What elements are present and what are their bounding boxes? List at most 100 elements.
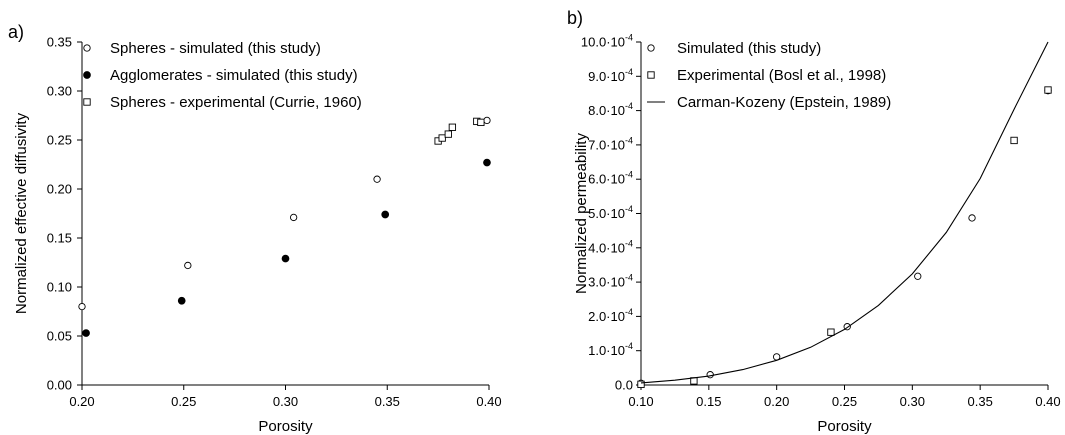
y-tick-mantissa: 5.0·10: [588, 206, 625, 221]
y-tick-mantissa: 10.0·10: [581, 35, 625, 50]
series-0: [78, 116, 491, 311]
data-point: [177, 296, 186, 305]
y-tick-label: 0.30: [47, 84, 72, 99]
panel-label: b): [567, 8, 583, 28]
y-tick-label: 0.25: [47, 133, 72, 148]
y-tick-exponent: -4: [625, 341, 633, 351]
y-tick-mantissa: 7.0·10: [588, 137, 625, 152]
data-point: [827, 328, 835, 336]
data-point: [184, 261, 192, 270]
x-axis-title: Porosity: [817, 418, 872, 435]
y-tick-label: 0.35: [47, 35, 72, 50]
y-tick-label: 0.20: [47, 182, 72, 197]
y-tick-label: 0.10: [47, 280, 72, 295]
y-tick-label: 0.15: [47, 231, 72, 246]
data-point: [381, 210, 390, 219]
x-tick-label: 0.10: [628, 394, 653, 409]
x-tick-label: 0.30: [273, 394, 298, 409]
legend-entry: Agglomerates - simulated (this study): [83, 67, 358, 84]
x-tick-label: 0.30: [900, 394, 925, 409]
series-1: [82, 158, 491, 337]
y-tick-mantissa: 9.0·10: [588, 69, 625, 84]
y-tick-mantissa: 0.0: [615, 378, 633, 393]
legend-label: Experimental (Bosl et al., 1998): [677, 67, 886, 84]
data-point: [1044, 86, 1052, 94]
legend-label: Spheres - experimental (Currie, 1960): [110, 94, 362, 111]
data-point: [82, 329, 90, 337]
y-tick-exponent: -4: [625, 33, 633, 43]
y-tick-mantissa: 8.0·10: [588, 103, 625, 118]
y-tick-exponent: -4: [625, 204, 633, 214]
y-tick-label: 6.0·10-4: [588, 170, 633, 187]
legend-entry: Spheres - experimental (Currie, 1960): [83, 94, 362, 111]
data-point: [444, 130, 452, 138]
x-tick-label: 0.25: [832, 394, 857, 409]
y-tick-label: 0.00: [47, 378, 72, 393]
legend-label: Spheres - simulated (this study): [110, 40, 321, 57]
legend-marker: [83, 98, 91, 106]
data-point: [438, 134, 446, 142]
legend-entry: Spheres - simulated (this study): [83, 40, 321, 57]
x-tick-label: 0.40: [476, 394, 501, 409]
series-line: [640, 41, 1049, 384]
x-tick-label: 0.20: [764, 394, 789, 409]
legend-marker: [83, 44, 91, 52]
legend-entry: Carman-Kozeny (Epstein, 1989): [647, 94, 891, 111]
legend-label: Simulated (this study): [677, 40, 821, 57]
y-tick-label: 0.0: [615, 378, 633, 393]
data-point: [289, 213, 298, 222]
x-tick-label: 0.35: [968, 394, 993, 409]
data-point: [1010, 136, 1018, 145]
x-tick-label: 0.15: [696, 394, 721, 409]
panel-label: a): [8, 22, 24, 42]
x-tick-label: 0.35: [375, 394, 400, 409]
y-tick-label: 0.05: [47, 329, 72, 344]
y-tick-exponent: -4: [625, 101, 633, 111]
legend-entry: Experimental (Bosl et al., 1998): [647, 67, 886, 84]
data-point: [637, 380, 645, 388]
y-tick-mantissa: 1.0·10: [588, 343, 625, 358]
data-point: [281, 254, 290, 263]
legend-marker: [83, 71, 91, 79]
y-tick-mantissa: 6.0·10: [588, 172, 625, 187]
y-tick-mantissa: 2.0·10: [588, 309, 625, 324]
y-tick-label: 3.0·10-4: [588, 273, 633, 290]
y-tick-mantissa: 3.0·10: [588, 275, 625, 290]
data-point: [448, 123, 457, 131]
legend-label: Agglomerates - simulated (this study): [110, 67, 358, 84]
y-axis-title: Normalized permeability: [573, 133, 590, 294]
legend-marker: [647, 44, 655, 52]
y-tick-label: 2.0·10-4: [588, 307, 633, 324]
x-tick-label: 0.20: [69, 394, 94, 409]
legend-marker: [647, 71, 655, 79]
y-tick-exponent: -4: [625, 273, 633, 283]
y-tick-exponent: -4: [625, 170, 633, 180]
data-point: [373, 175, 381, 183]
series-2: [434, 117, 485, 145]
legend-label: Carman-Kozeny (Epstein, 1989): [677, 94, 891, 111]
y-tick-exponent: -4: [625, 238, 633, 248]
y-tick-label: 10.0·10-4: [581, 33, 633, 50]
data-point: [914, 272, 922, 280]
y-tick-exponent: -4: [625, 135, 633, 145]
data-point: [706, 371, 714, 379]
y-tick-label: 5.0·10-4: [588, 204, 633, 221]
y-axis-title: Normalized effective diffusivity: [13, 112, 30, 314]
y-tick-exponent: -4: [625, 307, 633, 317]
data-point: [78, 302, 86, 311]
x-axis-title: Porosity: [258, 418, 313, 435]
series-1: [637, 86, 1052, 388]
data-point: [477, 118, 485, 127]
y-tick-label: 7.0·10-4: [588, 135, 633, 152]
data-point: [483, 158, 491, 167]
y-tick-mantissa: 4.0·10: [588, 240, 625, 255]
panel-b-permeability-chart: b)0.10 0.15 0.20 0.25 0.30 0.35 0.400.01.0·10-…: [567, 8, 1061, 435]
y-tick-label: 1.0·10-4: [588, 341, 633, 358]
y-tick-label: 8.0·10-4: [588, 101, 633, 118]
y-tick-label: 9.0·10-4: [588, 67, 633, 84]
legend-entry: Simulated (this study): [647, 40, 821, 57]
y-tick-label: 4.0·10-4: [588, 238, 633, 255]
data-point: [483, 116, 491, 125]
panel-a-diffusivity-chart: a) 0.20 0.25 0.30 0.35 0.40 0.00 0.05 0.10 0.15 0.…: [8, 22, 502, 435]
